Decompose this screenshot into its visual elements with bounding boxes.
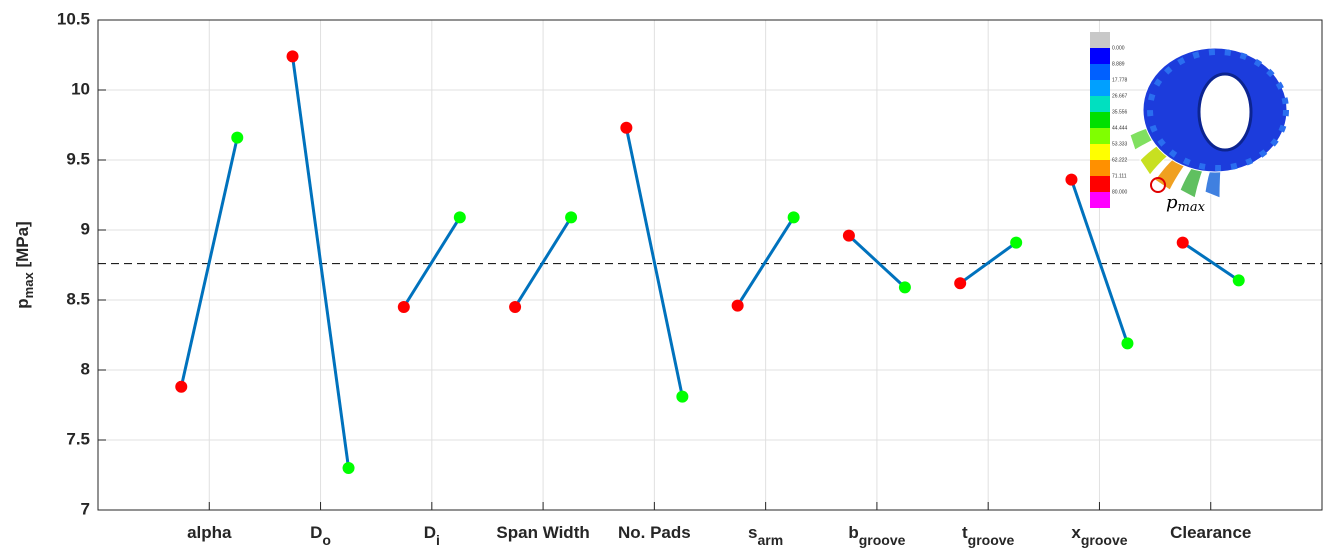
high-level-point: [454, 211, 466, 223]
low-level-point: [1177, 237, 1189, 249]
colorbar-label: 0.000: [1112, 45, 1125, 51]
annotation-main: p: [1166, 192, 1178, 213]
y-axis-label: pmax [MPa]: [13, 221, 36, 308]
category-name: D: [310, 523, 322, 542]
x-tick-label: Do: [310, 523, 331, 547]
colorbar-label: 35.556: [1112, 109, 1128, 115]
category-name: D: [424, 523, 436, 542]
category-name: Span Width: [496, 523, 589, 542]
low-level-point: [620, 122, 632, 134]
category-subscript: groove: [968, 532, 1015, 548]
y-label-main: p: [13, 298, 32, 308]
y-tick-label: 8: [81, 359, 90, 378]
category-subscript: o: [322, 532, 331, 548]
x-tick-label: sarm: [748, 523, 783, 547]
colorbar-label: 62.222: [1112, 157, 1128, 163]
colorbar-cell: [1090, 192, 1110, 208]
colorbar-cell: [1090, 176, 1110, 192]
high-level-point: [1010, 237, 1022, 249]
category-subscript: groove: [859, 532, 906, 548]
colorbar-cell: [1090, 64, 1110, 80]
x-tick-label: No. Pads: [618, 523, 691, 542]
category-subscript: i: [436, 532, 440, 548]
high-level-point: [1121, 337, 1133, 349]
low-level-point: [175, 381, 187, 393]
y-tick-label: 7: [81, 499, 90, 518]
x-tick-label: xgroove: [1071, 523, 1127, 547]
category-name: b: [848, 523, 858, 542]
colorbar-label: 80.000: [1112, 189, 1128, 195]
colorbar-label: 8.889: [1112, 61, 1125, 67]
high-level-point: [231, 132, 243, 144]
colorbar-label: 44.444: [1112, 125, 1128, 131]
high-level-point: [788, 211, 800, 223]
y-tick-label: 9: [81, 219, 90, 238]
x-tick-label: alpha: [187, 523, 232, 542]
x-tick-label: Clearance: [1170, 523, 1251, 542]
y-tick-label: 9.5: [66, 149, 90, 168]
colorbar-cell: [1090, 112, 1110, 128]
x-tick-label: bgroove: [848, 523, 905, 547]
colorbar-label: 53.333: [1112, 141, 1128, 147]
colorbar-cell: [1090, 48, 1110, 64]
colorbar-cell: [1090, 128, 1110, 144]
low-level-point: [509, 301, 521, 313]
category-name: No. Pads: [618, 523, 691, 542]
colorbar-cell: [1090, 80, 1110, 96]
high-level-point: [899, 281, 911, 293]
colorbar-label: 26.667: [1112, 93, 1128, 99]
y-tick-label: 10: [71, 79, 90, 98]
plot-area: [98, 20, 1322, 510]
low-level-point: [287, 50, 299, 62]
x-tick-label: Di: [424, 523, 440, 547]
category-name: Clearance: [1170, 523, 1251, 542]
category-name: s: [748, 523, 757, 542]
x-tick-label: Span Width: [496, 523, 589, 542]
high-level-point: [565, 211, 577, 223]
y-label-rest: [MPa]: [13, 221, 32, 272]
high-level-point: [676, 391, 688, 403]
colorbar-cell: [1090, 144, 1110, 160]
annotation-sub: max: [1178, 200, 1206, 215]
y-label-sub: max: [21, 272, 36, 299]
low-level-point: [843, 230, 855, 242]
category-name: alpha: [187, 523, 232, 542]
low-level-point: [732, 300, 744, 312]
low-level-point: [1065, 174, 1077, 186]
high-level-point: [343, 462, 355, 474]
category-subscript: groove: [1081, 532, 1128, 548]
high-level-point: [1233, 274, 1245, 286]
colorbar-label: 17.778: [1112, 77, 1128, 83]
category-subscript: arm: [758, 532, 784, 548]
low-level-point: [398, 301, 410, 313]
y-tick-label: 10.5: [57, 9, 90, 28]
y-tick-label: 7.5: [66, 429, 90, 448]
colorbar-cell: [1090, 160, 1110, 176]
low-level-point: [954, 277, 966, 289]
colorbar-cell: [1090, 96, 1110, 112]
chart: 77.588.599.51010.5alphaDoDiSpan WidthNo.…: [0, 0, 1326, 554]
colorbar-label: 71.111: [1112, 173, 1127, 179]
x-tick-label: tgroove: [962, 523, 1015, 547]
colorbar-cell: [1090, 32, 1110, 48]
y-tick-label: 8.5: [66, 289, 90, 308]
